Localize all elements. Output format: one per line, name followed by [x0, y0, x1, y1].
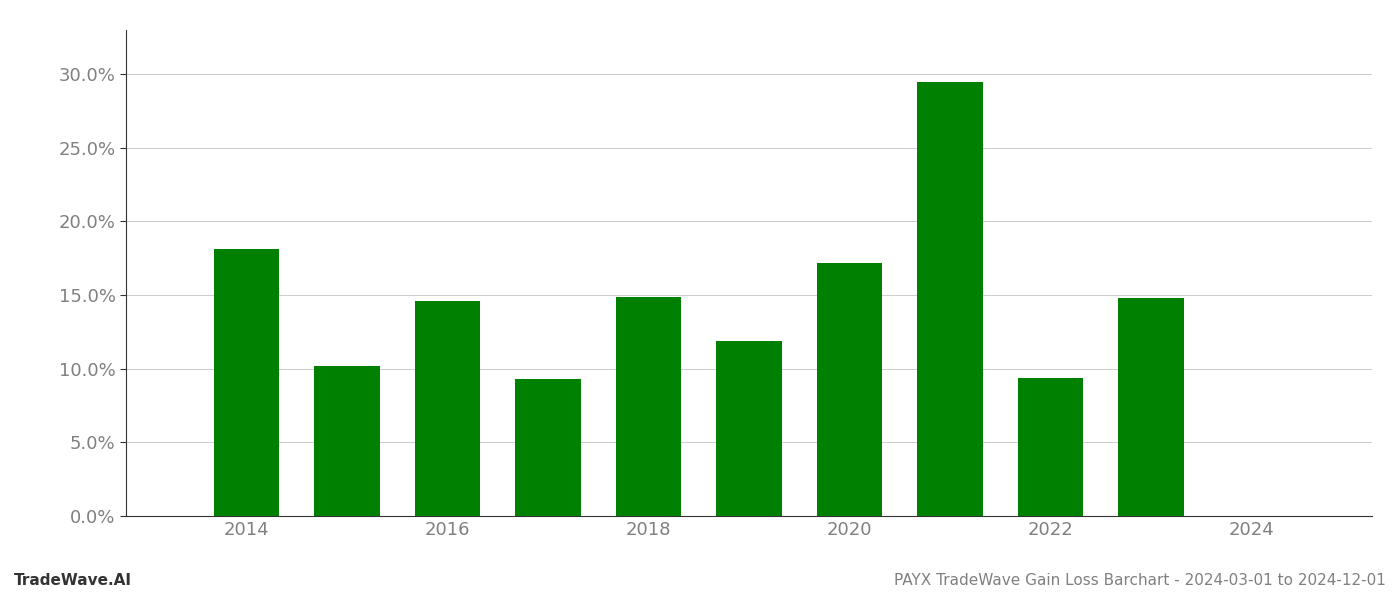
Bar: [816, 263, 882, 516]
Bar: [414, 301, 480, 516]
Bar: [616, 296, 682, 516]
Bar: [717, 341, 781, 516]
Bar: [917, 82, 983, 516]
Bar: [315, 366, 379, 516]
Text: TradeWave.AI: TradeWave.AI: [14, 573, 132, 588]
Text: PAYX TradeWave Gain Loss Barchart - 2024-03-01 to 2024-12-01: PAYX TradeWave Gain Loss Barchart - 2024…: [895, 573, 1386, 588]
Bar: [1119, 298, 1183, 516]
Bar: [214, 250, 279, 516]
Bar: [1018, 377, 1084, 516]
Bar: [515, 379, 581, 516]
